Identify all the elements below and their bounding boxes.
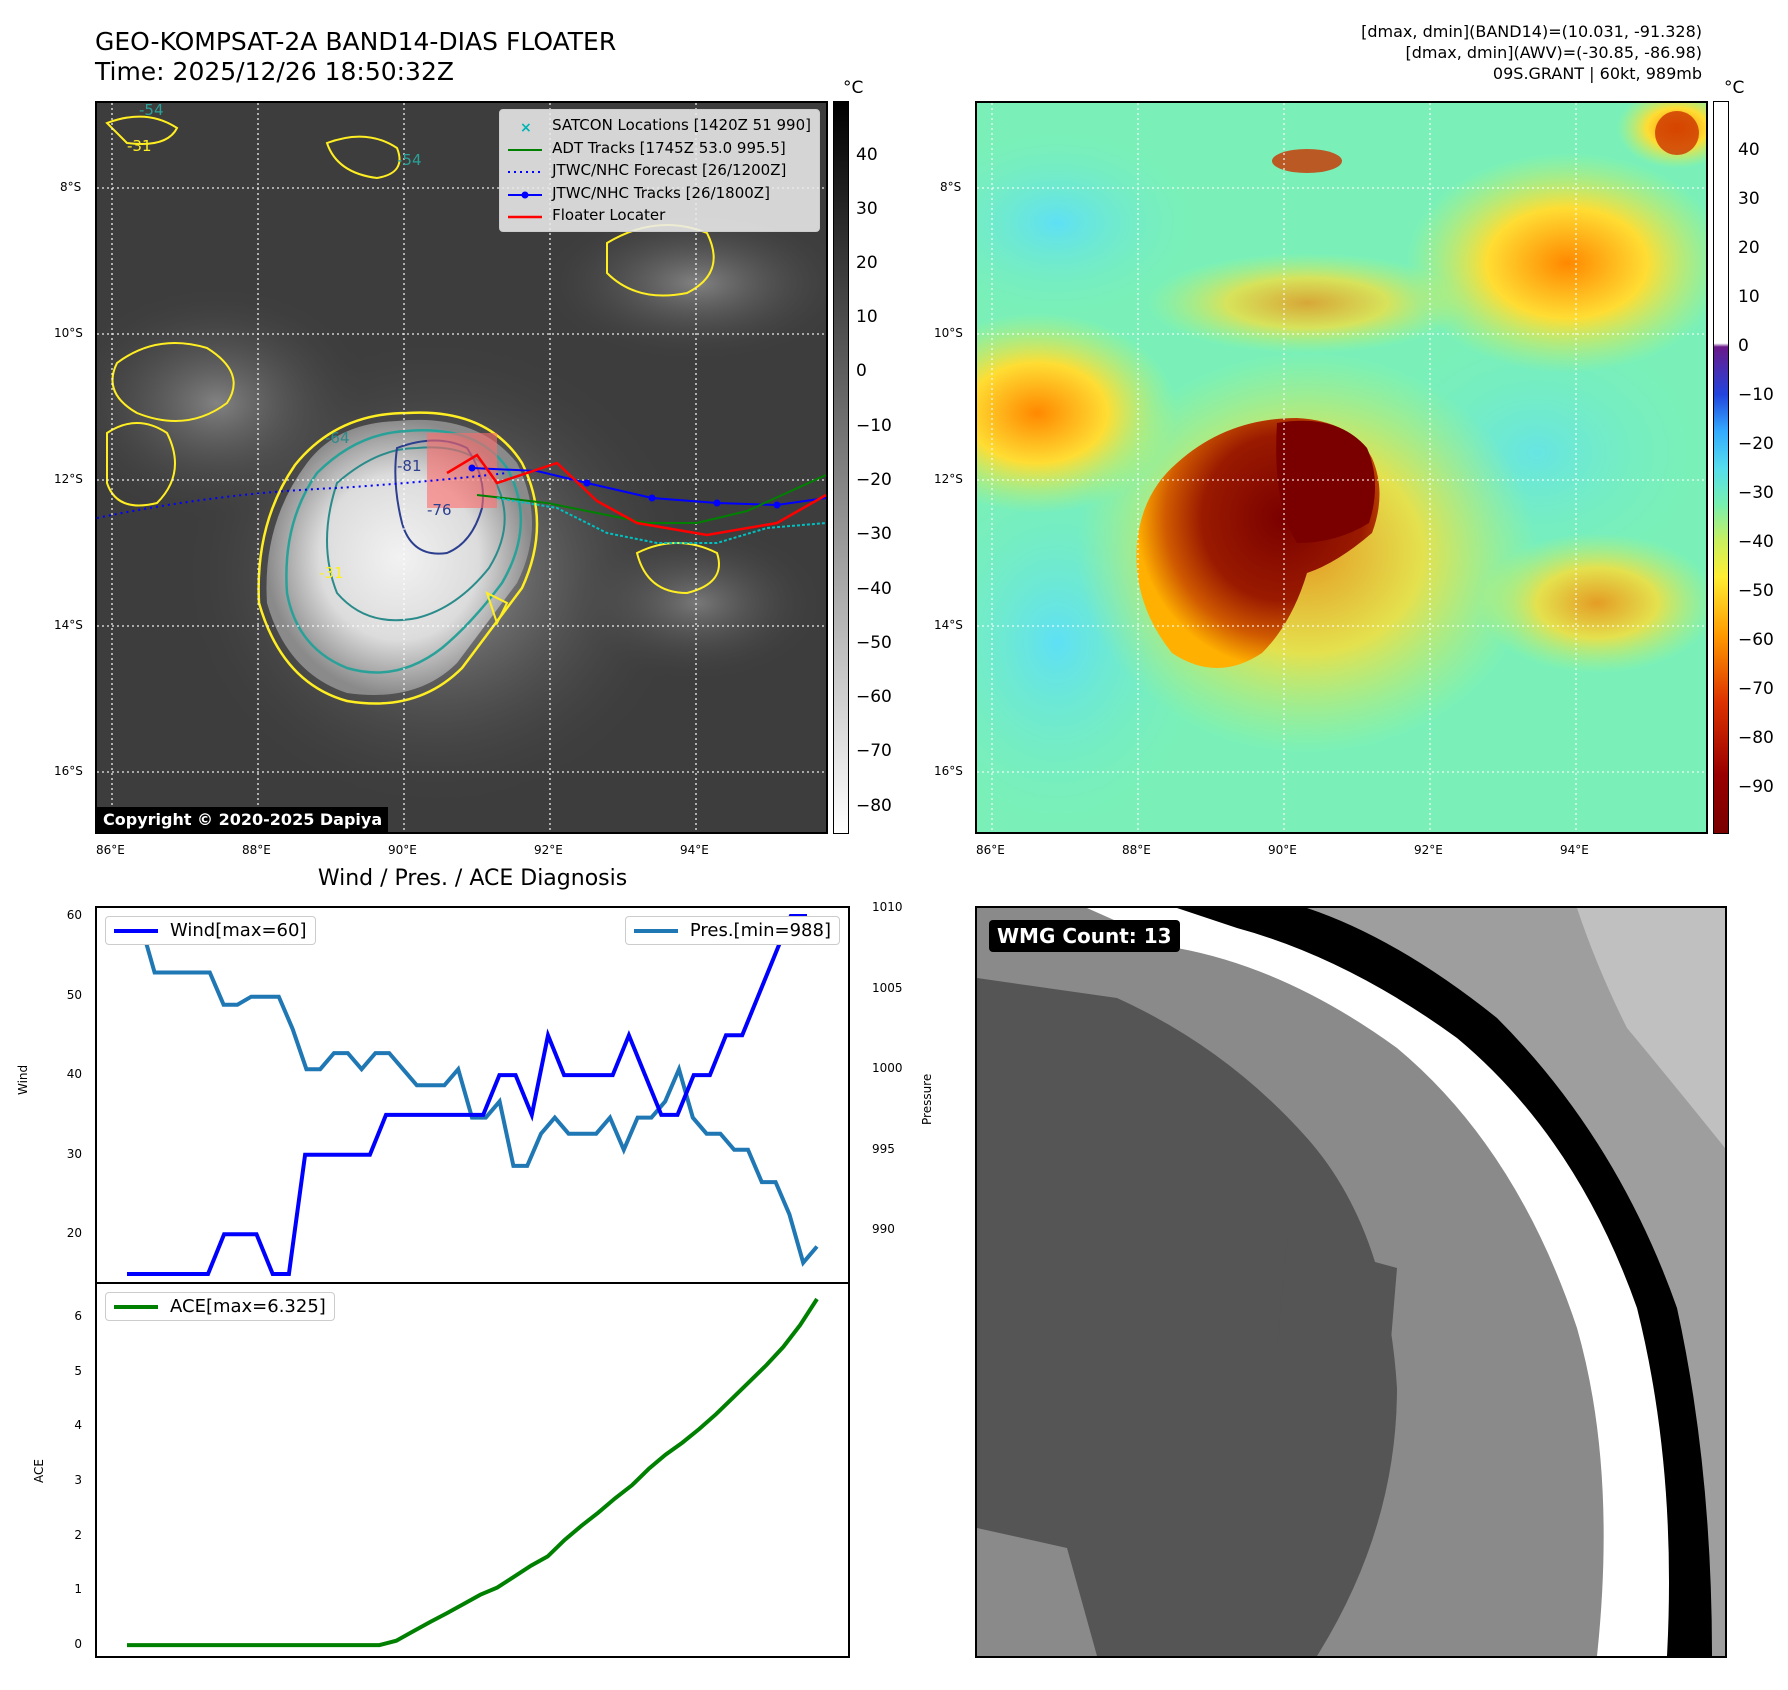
wind-tick-60: 60: [66, 907, 82, 922]
wind-tick-40: 40: [66, 1067, 82, 1082]
contour-label-4: -64: [325, 429, 350, 447]
legend-adt: ADT Tracks [1745Z 53.0 995.5]: [508, 137, 811, 160]
contour-label-6: -54: [397, 151, 422, 169]
lon-label-88e: 88°E: [242, 843, 271, 857]
lon-label-86e: 86°E: [96, 843, 125, 857]
ace-chart: ACE[max=6.325]: [95, 1282, 850, 1658]
awv-map-imagery: [977, 103, 1706, 832]
dmax-dmin-awv: [dmax, dmin](AWV)=(-30.85, -86.98): [1405, 43, 1702, 62]
ace-axis-label: ACE: [32, 1459, 46, 1483]
wind-tick-30: 30: [66, 1146, 82, 1161]
legend-satcon: × SATCON Locations [1420Z 51 990]: [508, 114, 811, 137]
pressure-legend: Pres.[min=988]: [624, 916, 840, 945]
lat-label-14s: 14°S: [54, 618, 83, 632]
ace-tick-1: 1: [74, 1582, 82, 1597]
contour-label-1: -54: [139, 103, 164, 119]
wind-pressure-chart: Wind[max=60] Pres.[min=988]: [95, 906, 850, 1284]
pressure-tick-1000: 1000: [872, 1061, 903, 1076]
ace-plot: [127, 1297, 819, 1648]
map-legend: × SATCON Locations [1420Z 51 990] ADT Tr…: [499, 109, 820, 232]
legend-forecast: JTWC/NHC Forecast [26/1200Z]: [508, 159, 811, 182]
contour-label-3: -81: [397, 457, 422, 475]
lon-label-90e: 90°E: [388, 843, 417, 857]
ir-map-imagery: -54 -31 -81 -64 -76 -54 -31: [97, 103, 826, 832]
dmax-dmin-band14: [dmax, dmin](BAND14)=(10.031, -91.328): [1361, 22, 1702, 41]
wind-tick-20: 20: [66, 1226, 82, 1241]
wind-legend: Wind[max=60]: [105, 916, 316, 945]
title-line-1: GEO-KOMPSAT-2A BAND14-DIAS FLOATER: [95, 27, 617, 56]
wind-legend-line-icon: [114, 928, 158, 933]
forecast-line-icon: [508, 163, 543, 177]
lon-label-94e: 94°E: [680, 843, 709, 857]
colorbar-gray: [833, 101, 849, 834]
pressure-legend-line-icon: [633, 928, 678, 933]
wmg-panel: WMG Count: 13: [975, 906, 1727, 1658]
lat-label-16s: 16°S: [54, 764, 83, 778]
ace-tick-0: 0: [74, 1637, 82, 1652]
legend-tracks: JTWC/NHC Tracks [26/1800Z]: [508, 182, 811, 205]
pressure-series-line: [127, 922, 819, 1267]
wind-tick-50: 50: [66, 987, 82, 1002]
contour-label-2: -31: [127, 137, 152, 155]
ace-legend: ACE[max=6.325]: [105, 1292, 335, 1321]
storm-info: 09S.GRANT | 60kt, 989mb: [1492, 64, 1702, 83]
wind-series-line: [127, 914, 807, 1276]
title-line-2: Time: 2025/12/26 18:50:32Z: [95, 57, 454, 86]
wind-axis-label: Wind: [16, 1064, 30, 1095]
lat-label-12s: 12°S: [54, 472, 83, 486]
lat-label-8s: 8°S: [60, 180, 82, 194]
tracks-line-icon: [508, 186, 543, 200]
colorbar-awv-unit: °C: [1724, 78, 1745, 98]
pressure-tick-995: 995: [872, 1141, 895, 1156]
contour-label-5: -76: [427, 501, 452, 519]
diagnosis-title: Wind / Pres. / ACE Diagnosis: [317, 866, 628, 891]
colorbar-gray-unit: °C: [843, 78, 864, 98]
pressure-tick-1005: 1005: [872, 980, 903, 995]
satcon-marker-icon: ×: [508, 118, 542, 136]
lat-label-10s: 10°S: [54, 326, 83, 340]
adt-line-icon: [508, 141, 543, 155]
wmg-imagery: [977, 908, 1725, 1656]
pressure-tick-1010: 1010: [872, 900, 903, 914]
ace-tick-6: 6: [74, 1308, 82, 1323]
wmg-count-badge: WMG Count: 13: [989, 920, 1180, 952]
ace-tick-3: 3: [74, 1472, 82, 1487]
lon-label-92e: 92°E: [534, 843, 563, 857]
ir-map-panel: -54 -31 -81 -64 -76 -54 -31 × SATCON Loc…: [95, 101, 828, 834]
floater-line-icon: [508, 208, 543, 222]
awv-map-panel: [975, 101, 1708, 834]
legend-floater: Floater Locater: [508, 204, 811, 227]
ace-legend-line-icon: [114, 1304, 158, 1309]
wind-pressure-plot: [127, 914, 819, 1276]
copyright-badge: Copyright © 2020-2025 Dapiya: [97, 807, 389, 832]
pressure-axis-label: Pressure: [920, 1073, 934, 1125]
ace-tick-5: 5: [74, 1363, 82, 1378]
svg-text:×: ×: [520, 120, 532, 134]
ace-series-line: [127, 1297, 819, 1648]
pressure-tick-990: 990: [872, 1222, 895, 1237]
colorbar-awv: [1713, 101, 1729, 834]
contour-label-7: -31: [319, 564, 344, 582]
ace-tick-2: 2: [74, 1527, 82, 1542]
ace-tick-4: 4: [74, 1418, 82, 1433]
